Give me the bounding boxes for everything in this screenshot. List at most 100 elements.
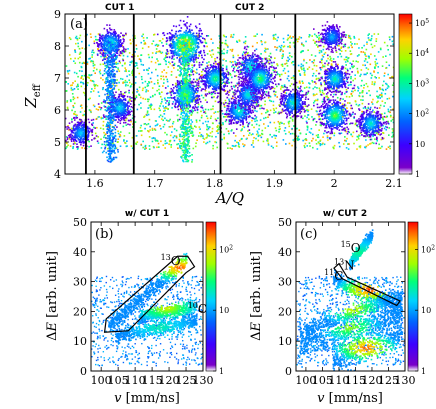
- heat-cell: [103, 37, 106, 40]
- heat-cell: [204, 82, 207, 84]
- heat-cell: [97, 116, 99, 118]
- heat-cell: [86, 61, 89, 64]
- heat-cell: [300, 36, 303, 39]
- heat-cell: [308, 66, 311, 69]
- heat-cell: [68, 69, 71, 72]
- heat-cell: [385, 82, 387, 85]
- heat-cell: [120, 118, 123, 121]
- heat-cell: [366, 72, 369, 74]
- heat-cell: [151, 127, 154, 130]
- heat-cell: [180, 27, 183, 29]
- heat-cell: [236, 41, 239, 43]
- heat-cell: [392, 116, 394, 119]
- heat-cell: [266, 48, 269, 50]
- heat-cell: [191, 38, 194, 40]
- heat-cell: [96, 39, 99, 41]
- heat-cell: [98, 43, 101, 45]
- heat-cell: [181, 99, 184, 101]
- heat-cell: [313, 33, 316, 36]
- heat-cell: [267, 116, 269, 119]
- heat-cell: [369, 39, 372, 42]
- heat-cell: [238, 143, 240, 146]
- heat-cell: [323, 93, 325, 95]
- heat-cell: [191, 64, 193, 67]
- heat-cell: [373, 131, 376, 134]
- heat-cell: [122, 35, 125, 38]
- heat-cell: [198, 36, 200, 39]
- heat-cell: [75, 115, 78, 117]
- heat-cell: [75, 72, 78, 75]
- heat-cell: [157, 63, 160, 66]
- heat-cell: [198, 78, 200, 80]
- heat-cell: [348, 143, 350, 145]
- heat-cell: [308, 142, 311, 144]
- heat-cell: [178, 61, 181, 63]
- heat-cell: [289, 117, 292, 119]
- heat-cell: [189, 104, 192, 107]
- heat-cell: [112, 45, 114, 48]
- heat-cell: [156, 74, 159, 77]
- heat-cell: [116, 49, 119, 52]
- heat-cell: [72, 96, 75, 98]
- heat-cell: [303, 87, 306, 89]
- heat-cell: [93, 40, 96, 43]
- heat-cell: [391, 118, 394, 121]
- heat-cell: [284, 72, 287, 75]
- heat-cell: [173, 135, 176, 137]
- heat-cell: [315, 69, 318, 72]
- heat-cell: [276, 96, 279, 98]
- heat-cell: [124, 110, 127, 113]
- heat-cell: [121, 107, 124, 109]
- heat-cell: [141, 130, 143, 132]
- heat-cell: [176, 38, 179, 41]
- heat-cell: [117, 67, 119, 69]
- heat-cell: [124, 102, 126, 104]
- heat-cell: [306, 93, 308, 95]
- heat-cell: [315, 93, 318, 95]
- heat-cell: [231, 129, 233, 131]
- heat-cell: [357, 137, 360, 140]
- heat-cell: [321, 58, 323, 60]
- heat-cell: [101, 143, 103, 146]
- heat-cell: [318, 51, 321, 54]
- heat-cell: [167, 108, 169, 110]
- heat-cell: [256, 119, 258, 122]
- heat-cell: [333, 144, 336, 147]
- heat-cell: [74, 132, 77, 135]
- heat-cell: [86, 137, 88, 139]
- heat-cell: [227, 130, 230, 132]
- heat-cell: [150, 81, 153, 83]
- heat-cell: [98, 71, 101, 73]
- heat-cell: [177, 101, 179, 103]
- heat-cell: [342, 78, 345, 81]
- heat-cell: [261, 33, 263, 36]
- heat-cell: [377, 147, 380, 150]
- heat-cell: [214, 92, 216, 95]
- heat-cell: [79, 139, 82, 141]
- heat-cell: [126, 104, 129, 107]
- heat-cell: [91, 49, 94, 52]
- heat-cell: [345, 64, 347, 66]
- heat-cell: [104, 39, 107, 42]
- heat-cell: [228, 132, 230, 135]
- heat-cell: [189, 86, 192, 89]
- heat-cell: [266, 61, 268, 63]
- heat-cell: [305, 120, 308, 123]
- heat-cell: [381, 88, 384, 91]
- heat-cell: [282, 50, 284, 52]
- heat-cell: [359, 146, 362, 149]
- heat-cell: [194, 81, 197, 83]
- heat-cell: [146, 111, 149, 114]
- heat-cell: [386, 115, 389, 118]
- heat-cell: [105, 36, 108, 39]
- heat-cell: [110, 36, 112, 38]
- heat-cell: [349, 62, 352, 65]
- heat-cell: [118, 81, 120, 84]
- heat-cell: [288, 125, 291, 128]
- heat-cell: [200, 70, 203, 73]
- heat-cell: [304, 105, 307, 108]
- heat-cell: [306, 109, 308, 111]
- heat-cell: [172, 90, 174, 93]
- heat-cell: [83, 113, 85, 116]
- heat-cell: [195, 50, 197, 53]
